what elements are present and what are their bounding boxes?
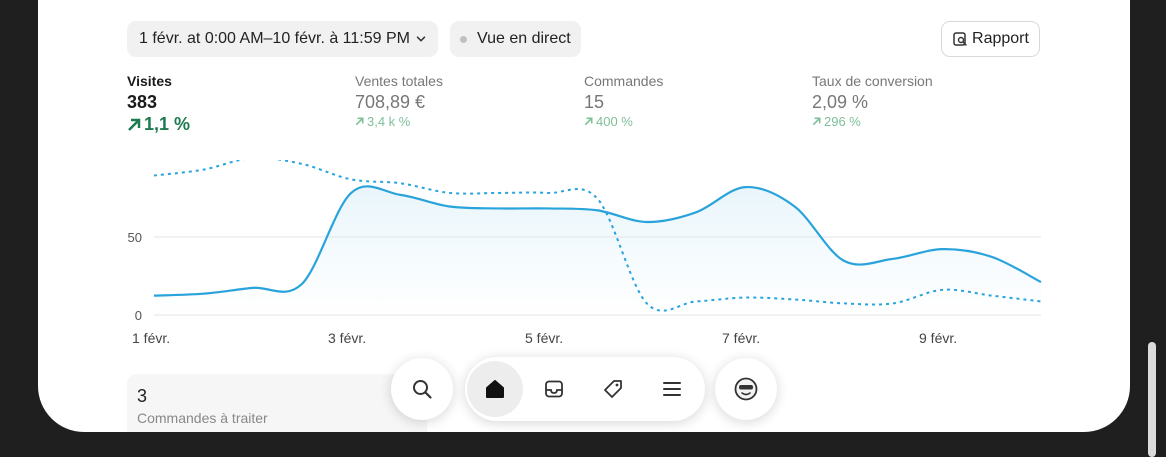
profile-icon bbox=[734, 377, 758, 401]
tag-icon bbox=[604, 380, 622, 398]
metric-value: 15 bbox=[584, 92, 605, 112]
arrow-up-right-icon bbox=[812, 117, 821, 126]
dashboard-card: 1 févr. at 0:00 AM–10 févr. à 11:59 PM V… bbox=[38, 0, 1130, 432]
orders-count: 3 bbox=[137, 386, 148, 406]
x-tick-label: 1 févr. bbox=[132, 330, 170, 346]
inbox-icon bbox=[545, 380, 563, 398]
metric-total-sales[interactable]: Ventes totales 708,89 € 3,4 k % bbox=[355, 73, 443, 129]
metric-delta-value: 400 % bbox=[596, 114, 633, 129]
chevron-down-icon bbox=[416, 36, 426, 42]
metric-value: 708,89 € bbox=[355, 92, 426, 112]
nav-search-button[interactable] bbox=[391, 358, 453, 420]
x-tick-label: 7 févr. bbox=[722, 330, 760, 346]
nav-products-button[interactable] bbox=[585, 361, 641, 417]
metric-visits[interactable]: Visites 383 1,1 % bbox=[127, 73, 190, 135]
report-icon bbox=[953, 32, 967, 46]
home-icon bbox=[486, 380, 504, 398]
metric-delta: 400 % bbox=[584, 114, 663, 129]
search-icon bbox=[413, 380, 432, 399]
live-dot bbox=[460, 35, 467, 43]
nav-profile-button[interactable] bbox=[715, 358, 777, 420]
orders-to-process-card[interactable]: 3 Commandes à traiter bbox=[127, 374, 427, 432]
metric-delta-value: 1,1 % bbox=[144, 114, 191, 134]
metric-label: Taux de conversion bbox=[812, 73, 933, 89]
x-tick-label: 5 févr. bbox=[525, 330, 563, 346]
nav-inbox-button[interactable] bbox=[526, 361, 582, 417]
report-button[interactable]: Rapport bbox=[941, 21, 1040, 57]
metric-label: Visites bbox=[127, 73, 172, 89]
scrollbar[interactable] bbox=[1148, 342, 1156, 457]
y-tick-label: 0 bbox=[135, 308, 142, 323]
metric-label: Ventes totales bbox=[355, 73, 443, 89]
series-area bbox=[154, 186, 1041, 315]
metric-value: 2,09 % bbox=[812, 92, 869, 112]
x-tick-label: 3 févr. bbox=[328, 330, 366, 346]
main-nav-bar bbox=[465, 357, 705, 421]
live-view-button[interactable]: Vue en direct bbox=[450, 21, 581, 57]
y-tick-label: 50 bbox=[128, 230, 142, 245]
metric-delta-value: 3,4 k % bbox=[367, 114, 411, 129]
metric-label: Commandes bbox=[584, 73, 664, 89]
metric-value: 383 bbox=[127, 92, 158, 112]
date-range-button[interactable]: 1 févr. at 0:00 AM–10 févr. à 11:59 PM bbox=[127, 21, 438, 57]
arrow-up-right-icon bbox=[355, 117, 364, 126]
nav-home-button[interactable] bbox=[467, 361, 523, 417]
nav-menu-button[interactable] bbox=[644, 361, 700, 417]
metric-delta: 1,1 % bbox=[127, 114, 190, 135]
visits-chart: 50 0 1 févr. 3 févr. 5 févr. 7 févr. 9 f… bbox=[128, 160, 1042, 346]
orders-label: Commandes à traiter bbox=[137, 410, 268, 426]
metric-delta-value: 296 % bbox=[824, 114, 861, 129]
metric-delta: 3,4 k % bbox=[355, 114, 443, 129]
metric-orders[interactable]: Commandes 15 400 % bbox=[584, 73, 663, 129]
arrow-up-right-icon bbox=[584, 117, 593, 126]
metric-conversion-rate[interactable]: Taux de conversion 2,09 % 296 % bbox=[812, 73, 933, 129]
x-tick-label: 9 févr. bbox=[919, 330, 957, 346]
date-range-label: 1 févr. at 0:00 AM–10 févr. à 11:59 PM bbox=[139, 30, 410, 47]
metric-delta: 296 % bbox=[812, 114, 933, 129]
series-line-previous bbox=[153, 160, 1042, 312]
arrow-up-right-icon bbox=[128, 118, 141, 131]
live-view-label: Vue en direct bbox=[477, 30, 571, 47]
report-label: Rapport bbox=[972, 30, 1029, 47]
series-line-current bbox=[153, 185, 1042, 297]
menu-icon bbox=[663, 382, 681, 396]
